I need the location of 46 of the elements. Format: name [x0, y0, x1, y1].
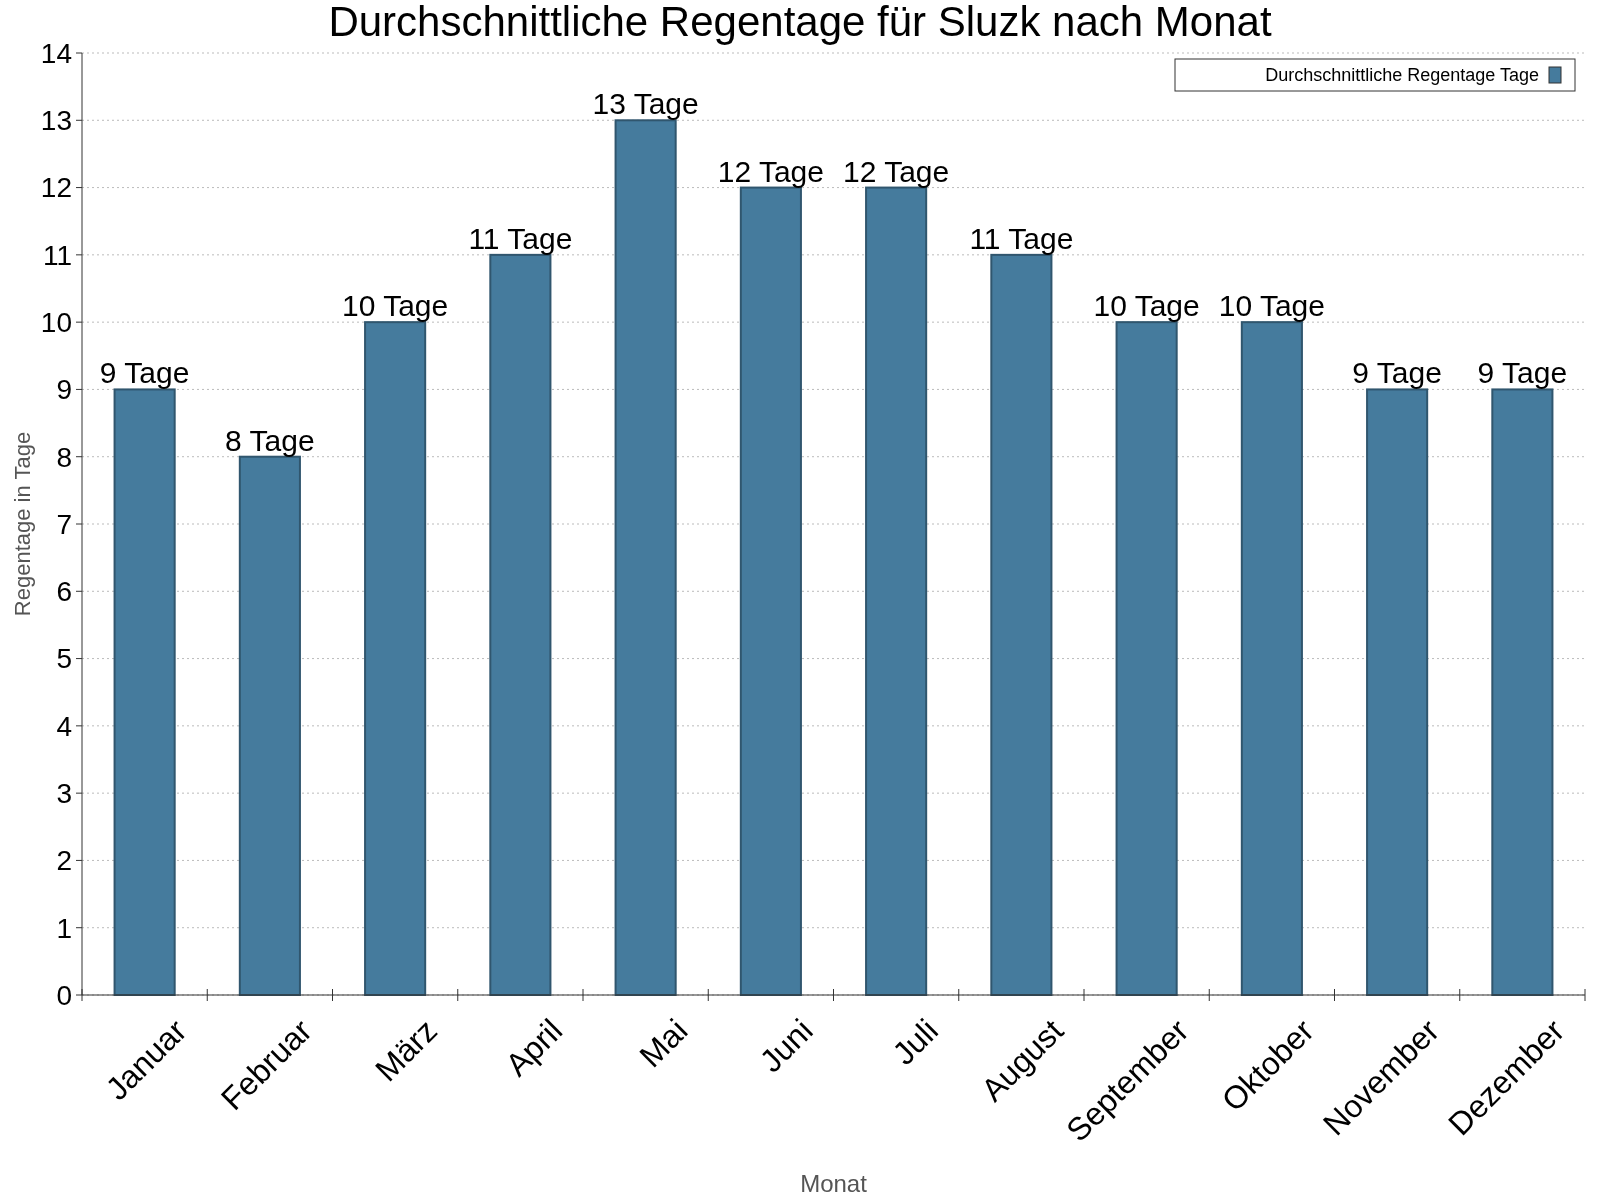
- y-tick-label: 5: [56, 643, 72, 675]
- y-tick-label: 2: [56, 845, 72, 877]
- data-label: 12 Tage: [843, 154, 950, 188]
- data-label: 8 Tage: [225, 423, 315, 457]
- x-tick-label: Juli: [885, 1012, 945, 1072]
- bar: [865, 186, 928, 996]
- data-label: 10 Tage: [1218, 289, 1325, 323]
- y-tick-label: 7: [56, 508, 72, 540]
- y-tick-label: 10: [40, 306, 72, 338]
- data-label: 11 Tage: [969, 221, 1074, 255]
- y-tick-label: 1: [56, 912, 72, 944]
- bar: [1115, 321, 1178, 996]
- y-tick-label: 13: [40, 105, 72, 137]
- x-tick-label: Juni: [752, 1012, 820, 1080]
- y-tick-label: 4: [56, 710, 72, 742]
- x-axis-title: Monat: [800, 1170, 868, 1197]
- y-axis-title: Regentage in Tage: [10, 431, 35, 617]
- data-label: 10 Tage: [342, 289, 449, 323]
- x-tick-label: Mai: [632, 1012, 695, 1075]
- chart-title: Durchschnittliche Regentage für Sluzk nach Monat: [328, 0, 1272, 45]
- data-label: 12 Tage: [717, 154, 824, 188]
- y-tick-label: 0: [56, 979, 72, 1011]
- bar: [990, 253, 1053, 996]
- data-label: 11 Tage: [468, 221, 573, 255]
- y-tick-label: 3: [56, 777, 72, 809]
- bar: [364, 321, 427, 996]
- data-label: 10 Tage: [1093, 289, 1200, 323]
- y-tick-label: 9: [56, 374, 72, 406]
- y-tick-label: 11: [42, 239, 72, 271]
- y-tick-label: 14: [40, 37, 72, 69]
- data-label: 9 Tage: [1352, 356, 1442, 390]
- legend-label: Durchschnittliche Regentage Tage: [1265, 65, 1539, 86]
- bar: [739, 186, 802, 996]
- y-tick-label: 6: [56, 576, 72, 608]
- data-label: 9 Tage: [1477, 356, 1568, 390]
- bar: [489, 253, 552, 996]
- y-tick-label: 12: [40, 172, 72, 204]
- data-label: 13 Tage: [592, 87, 699, 121]
- y-tick-label: 8: [56, 441, 72, 473]
- bar: [113, 388, 176, 996]
- bar: [1491, 388, 1554, 996]
- bar: [1240, 321, 1303, 996]
- bar: [1366, 388, 1429, 996]
- bar: [238, 455, 301, 996]
- bar: [614, 119, 677, 996]
- data-label: 9 Tage: [99, 356, 190, 390]
